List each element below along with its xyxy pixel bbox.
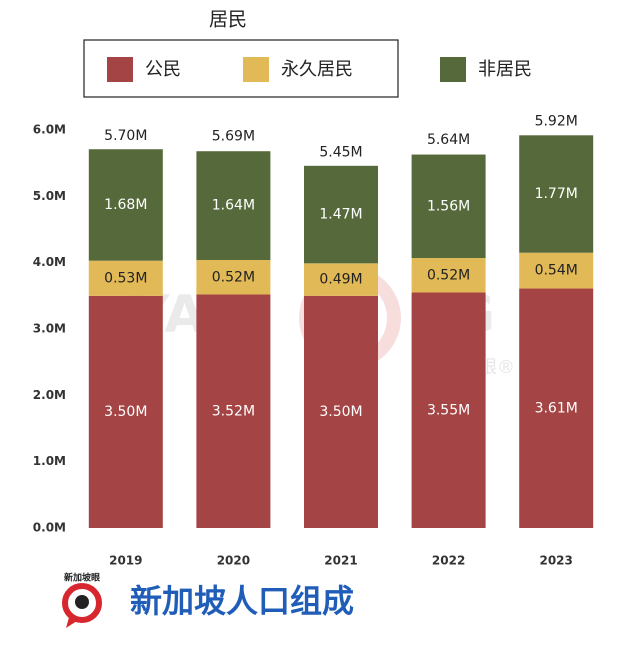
total-label: 5.64M — [427, 132, 470, 148]
bar-segment — [519, 252, 594, 289]
x-tick-label: 2023 — [539, 554, 572, 568]
data-label: 3.50M — [104, 404, 147, 420]
bar-segment — [519, 288, 594, 528]
data-label: 1.64M — [212, 198, 255, 214]
legend-swatch — [107, 57, 133, 82]
legend-title: 居民 — [209, 9, 247, 31]
footer: 新加坡眼 新加坡人口组成 — [62, 572, 354, 628]
data-label: 0.53M — [104, 270, 147, 286]
bar-segment — [411, 154, 486, 259]
legend-swatch — [243, 57, 269, 82]
bar-segment — [196, 294, 271, 528]
y-tick-label: 0.0M — [33, 521, 66, 535]
bar-segment — [88, 260, 163, 296]
bar-segment — [196, 260, 271, 295]
logo-tail — [66, 614, 80, 628]
y-tick-label: 2.0M — [33, 388, 66, 402]
data-label: 0.52M — [427, 267, 470, 283]
bar-segment — [304, 295, 378, 528]
plot: 0.0M 1.0M 2.0M 3.0M 4.0M 5.0M 6.0M 2019 3.50M 0.5… — [33, 113, 594, 568]
x-tick-label: 2021 — [324, 554, 357, 568]
total-label: 5.69M — [212, 129, 255, 145]
data-label: 1.77M — [535, 186, 578, 202]
legend-swatch — [440, 57, 466, 82]
legend-label: 公民 — [145, 59, 181, 80]
legend-box — [83, 39, 399, 98]
total-label: 5.70M — [104, 128, 147, 144]
x-tick-label: 2022 — [432, 554, 465, 568]
logo-text: 新加坡眼 — [64, 572, 100, 584]
x-tick-label: 2020 — [217, 554, 250, 568]
x-tick-label: 2019 — [109, 554, 142, 568]
data-label: 1.68M — [104, 197, 147, 213]
y-tick-label: 1.0M — [33, 454, 66, 468]
y-tick-label: 4.0M — [33, 255, 66, 269]
data-label: 0.49M — [319, 272, 362, 288]
y-tick-label: 3.0M — [33, 322, 66, 336]
bar-segment — [304, 263, 378, 296]
logo-eye — [75, 595, 89, 609]
y-tick-label: 5.0M — [33, 189, 66, 203]
data-label: 3.55M — [427, 402, 470, 418]
footer-title: 新加坡人口组成 — [130, 582, 354, 620]
total-label: 5.92M — [535, 113, 578, 129]
data-label: 1.56M — [427, 198, 470, 214]
bar-segment — [88, 295, 163, 528]
data-label: 3.61M — [535, 400, 578, 416]
data-label: 3.50M — [319, 404, 362, 420]
bar-segment — [519, 135, 594, 253]
y-tick-label: 6.0M — [33, 123, 66, 137]
bar-segment — [411, 292, 486, 528]
data-label: 0.52M — [212, 269, 255, 285]
data-label: 1.47M — [319, 207, 362, 223]
bar-segment — [304, 165, 378, 264]
bar-segment — [196, 151, 271, 261]
legend-label: 永久居民 — [281, 59, 353, 80]
legend-label: 非居民 — [478, 59, 532, 80]
data-label: 3.52M — [212, 403, 255, 419]
data-label: 0.54M — [535, 263, 578, 279]
bar-segment — [411, 258, 486, 293]
total-label: 5.45M — [319, 144, 362, 160]
bar-segment — [88, 149, 163, 261]
